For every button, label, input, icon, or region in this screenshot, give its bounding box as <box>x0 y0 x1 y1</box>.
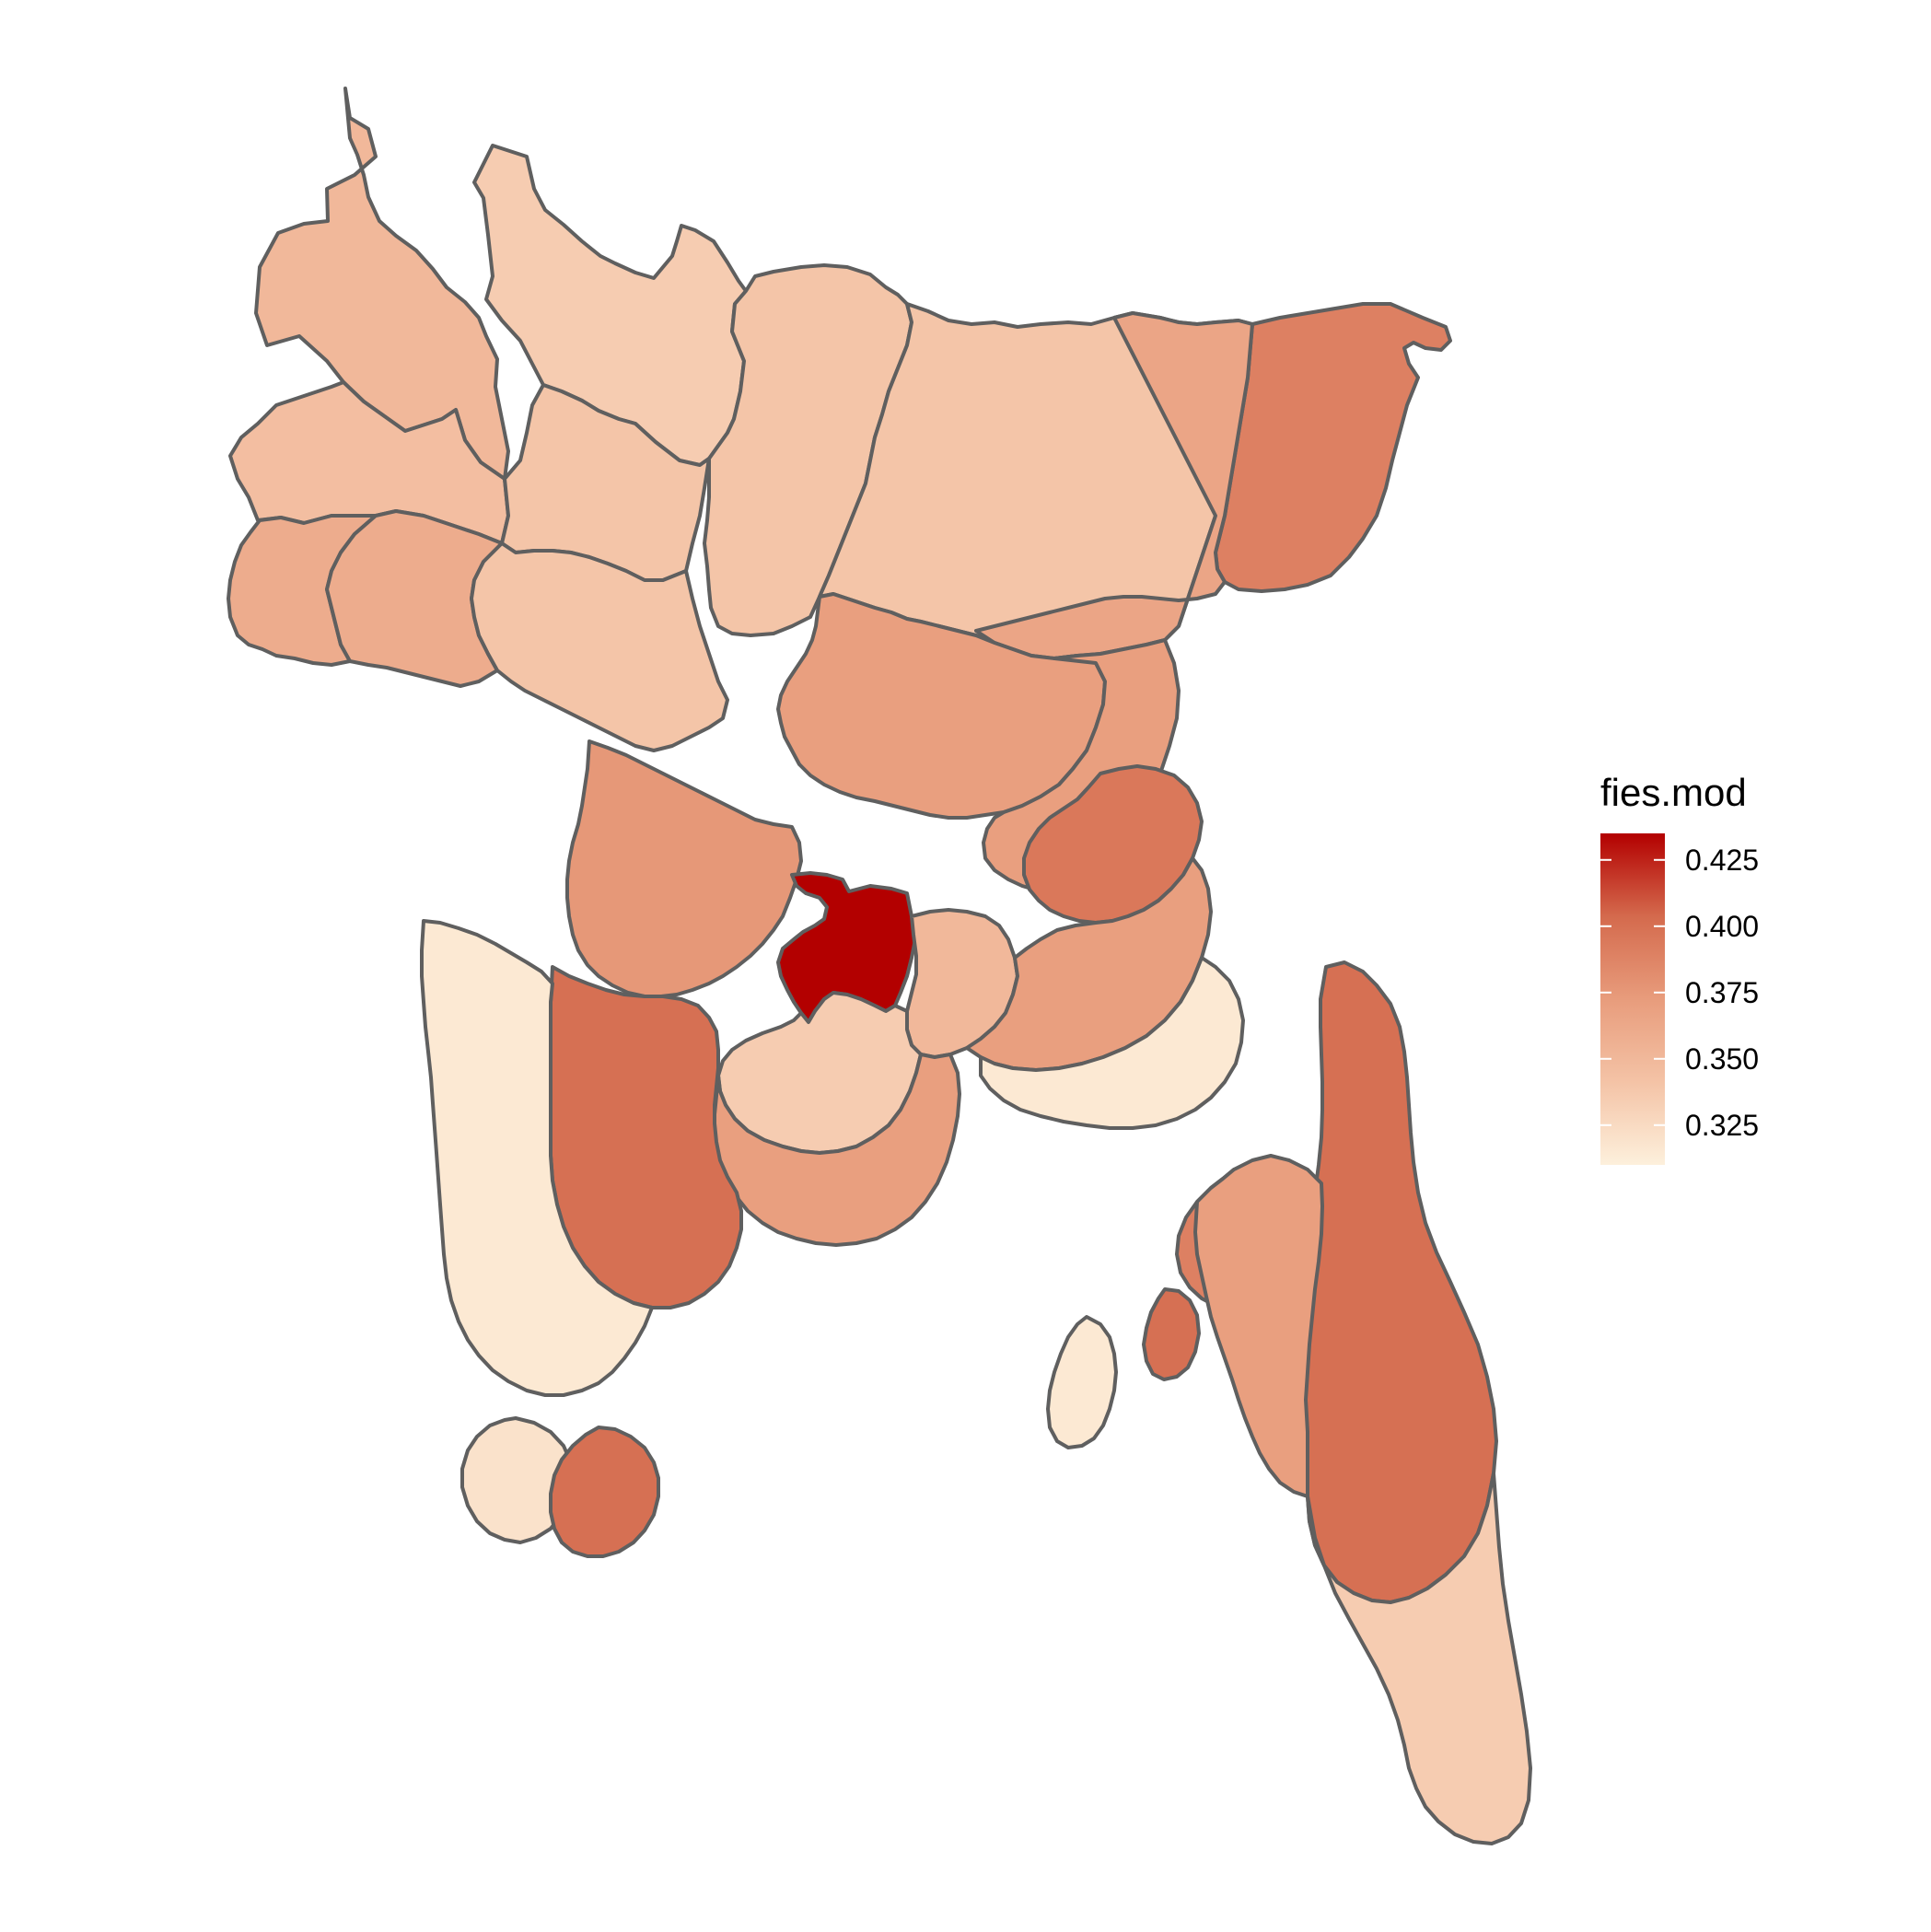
legend-tick-label: 0.325 <box>1685 1109 1759 1142</box>
legend-tick-label: 0.350 <box>1685 1042 1759 1076</box>
region-r7[interactable] <box>470 541 729 752</box>
map-regions <box>227 87 1532 1845</box>
region-r14[interactable] <box>565 739 803 998</box>
legend-tick-label: 0.375 <box>1685 976 1759 1009</box>
region-r30[interactable] <box>1046 1315 1118 1449</box>
region-r23[interactable] <box>1306 1472 1532 1845</box>
legend: fies.mod 0.425 0.400 0.375 0.350 0.325 <box>1600 771 1759 1165</box>
region-r31[interactable] <box>1142 1287 1201 1381</box>
region-r27[interactable] <box>420 919 654 1397</box>
legend-tick-label: 0.425 <box>1685 844 1759 877</box>
region-r29[interactable] <box>549 1426 660 1558</box>
region-r20[interactable] <box>979 956 1245 1130</box>
legend-colorbar <box>1600 833 1665 1165</box>
legend-tick-label: 0.400 <box>1685 910 1759 943</box>
legend-title: fies.mod <box>1600 771 1747 814</box>
region-r6[interactable] <box>325 509 504 688</box>
region-r24[interactable] <box>1193 1154 1324 1498</box>
